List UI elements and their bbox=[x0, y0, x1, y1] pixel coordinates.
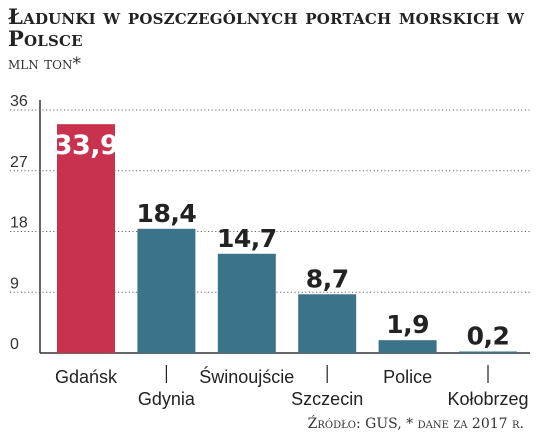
bar-4 bbox=[378, 340, 437, 353]
value-label: 18,4 bbox=[137, 199, 197, 228]
bar-1 bbox=[137, 228, 196, 353]
chart-unit-label: mln ton* bbox=[8, 54, 82, 74]
chart-title: Ładunki w poszczególnych portach morskic… bbox=[8, 4, 525, 51]
value-label: 14,7 bbox=[217, 224, 277, 253]
x-tick-label: Szczecin bbox=[291, 389, 363, 409]
y-tick-label: 18 bbox=[10, 215, 28, 232]
value-label: 33,9 bbox=[54, 130, 119, 161]
y-tick-label: 27 bbox=[10, 154, 28, 171]
x-tick-label: Police bbox=[383, 367, 432, 387]
source-note: Źródło: GUS, * dane za 2017 r. bbox=[307, 416, 524, 432]
x-tick-label: Świnoujście bbox=[199, 366, 294, 387]
y-tick-label: 9 bbox=[10, 275, 19, 292]
value-label: 8,7 bbox=[306, 264, 349, 293]
y-tick-label: 0 bbox=[10, 336, 19, 353]
bar-5 bbox=[459, 351, 517, 353]
value-label: 0,2 bbox=[467, 322, 510, 351]
x-tick-label: Kołobrzeg bbox=[447, 389, 528, 409]
x-tick-label: Gdańsk bbox=[55, 367, 118, 387]
bar-2 bbox=[217, 253, 276, 353]
x-tick-label: Gdynia bbox=[138, 389, 196, 409]
y-tick-label: 36 bbox=[10, 93, 28, 110]
bar-0 bbox=[57, 124, 115, 353]
value-label: 1,9 bbox=[386, 310, 429, 339]
bar-3 bbox=[298, 294, 357, 353]
